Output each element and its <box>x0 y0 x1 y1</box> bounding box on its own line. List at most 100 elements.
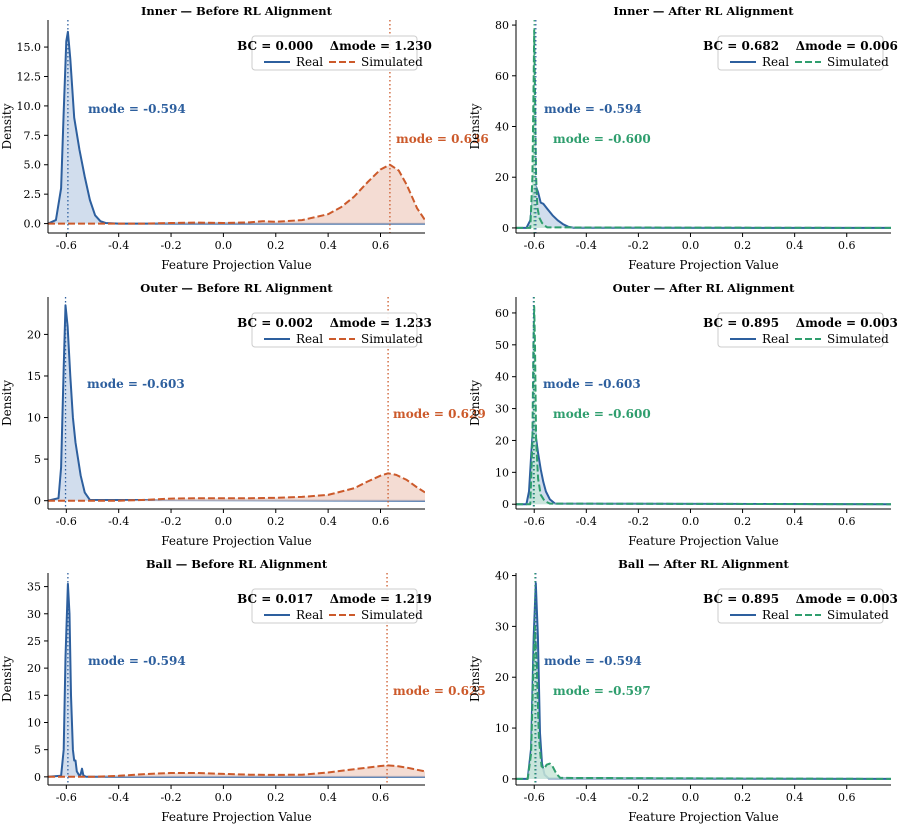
x-tick-label: 0.6 <box>372 791 390 804</box>
x-tick-label: -0.6 <box>56 515 77 528</box>
legend-simulated-label: Simulated <box>361 332 423 346</box>
x-tick-label: 0.4 <box>786 791 804 804</box>
legend: BC = 0.682 Δmode = 0.006 Real Simulated <box>703 35 898 71</box>
legend: BC = 0.002 Δmode = 1.233 Real Simulated <box>237 312 432 348</box>
simulated-mode-label: mode = 0.625 <box>393 684 486 698</box>
simulated-density-line <box>48 163 425 225</box>
real-density-line <box>48 582 425 778</box>
x-tick-label: 0.2 <box>734 791 752 804</box>
real-density-fill <box>516 186 891 228</box>
y-tick-label: 10.0 <box>17 100 42 113</box>
legend-stats: BC = 0.895 Δmode = 0.003 <box>703 592 898 606</box>
x-tick-label: 0.4 <box>319 791 337 804</box>
legend: BC = 0.895 Δmode = 0.003 Real Simulated <box>703 588 898 624</box>
x-tick-label: -0.6 <box>56 791 77 804</box>
simulated-mode-label: mode = -0.600 <box>553 407 651 421</box>
panel-title: Ball — Before RL Alignment <box>146 557 328 571</box>
legend-box <box>717 588 884 624</box>
legend-box <box>717 312 884 348</box>
y-tick-label: 80 <box>495 19 509 32</box>
x-tick-label: 0.4 <box>786 515 804 528</box>
y-tick-label: 30 <box>27 608 41 621</box>
simulated-density-fill <box>516 626 891 779</box>
x-tick-label: 0.4 <box>786 239 804 252</box>
y-tick-label: 15 <box>27 370 41 383</box>
x-tick-label: -0.6 <box>56 239 77 252</box>
x-axis-label: Feature Projection Value <box>161 534 312 548</box>
y-axis-label: Density <box>468 103 482 149</box>
x-axis-label: Feature Projection Value <box>628 258 779 272</box>
panel-title: Inner — Before RL Alignment <box>141 4 333 18</box>
x-axis-label: Feature Projection Value <box>161 810 312 824</box>
x-tick-label: -0.4 <box>576 239 597 252</box>
y-tick-label: 5 <box>34 744 41 757</box>
x-tick-label: 0.0 <box>682 239 700 252</box>
real-mode-label: mode = -0.594 <box>88 654 186 668</box>
real-mode-label: mode = -0.594 <box>88 102 186 116</box>
y-tick-label: 20 <box>27 662 41 675</box>
y-axis-label: Density <box>0 656 14 702</box>
y-tick-label: 30 <box>495 403 509 416</box>
legend-real-label: Real <box>762 608 789 622</box>
y-axis-label: Density <box>468 380 482 426</box>
x-tick-label: 0.0 <box>215 515 233 528</box>
legend-box <box>717 35 884 71</box>
x-tick-label: -0.2 <box>628 239 649 252</box>
x-tick-label: -0.4 <box>108 239 129 252</box>
panel-3: 0 10 20 30 40 50 60 -0.6 -0.4 -0.2 0.0 0.2 0.4 0.6 Out… <box>468 281 898 548</box>
legend-stats: BC = 0.017 Δmode = 1.219 <box>237 592 432 606</box>
y-tick-label: 30 <box>495 620 509 633</box>
y-axis-label: Density <box>0 103 14 149</box>
legend-box <box>251 35 418 71</box>
x-tick-label: 0.4 <box>319 239 337 252</box>
x-tick-label: 0.6 <box>838 239 856 252</box>
x-tick-label: -0.4 <box>576 791 597 804</box>
x-axis-label: Feature Projection Value <box>161 258 312 272</box>
y-tick-label: 20 <box>495 171 509 184</box>
x-tick-label: 0.0 <box>215 239 233 252</box>
plot-area <box>516 573 891 785</box>
y-tick-label: 35 <box>27 581 41 594</box>
y-tick-label: 50 <box>495 339 509 352</box>
x-tick-label: 0.2 <box>267 791 285 804</box>
x-axis-label: Feature Projection Value <box>628 534 779 548</box>
plot-area <box>48 20 425 233</box>
simulated-density-fill <box>48 765 425 777</box>
x-tick-label: 0.0 <box>682 791 700 804</box>
x-tick-label: 0.4 <box>319 515 337 528</box>
x-tick-label: 0.2 <box>734 515 752 528</box>
x-axis-label: Feature Projection Value <box>628 810 779 824</box>
real-density-fill <box>48 31 425 224</box>
y-tick-label: 0 <box>502 222 509 235</box>
legend-box <box>251 588 418 624</box>
x-tick-label: -0.2 <box>628 791 649 804</box>
legend-box <box>251 312 418 348</box>
y-tick-label: 60 <box>495 307 509 320</box>
y-tick-label: 20 <box>27 328 41 341</box>
y-tick-label: 2.5 <box>24 188 42 201</box>
legend: BC = 0.017 Δmode = 1.219 Real Simulated <box>237 588 432 624</box>
x-tick-label: 0.0 <box>215 791 233 804</box>
y-tick-label: 25 <box>27 635 41 648</box>
plot-area <box>516 20 891 233</box>
y-tick-label: 5 <box>34 453 41 466</box>
legend-real-label: Real <box>296 55 323 69</box>
y-tick-label: 20 <box>495 671 509 684</box>
y-tick-label: 5.0 <box>24 159 42 172</box>
legend-real-label: Real <box>762 55 789 69</box>
legend: BC = 0.895 Δmode = 0.003 Real Simulated <box>703 312 898 348</box>
x-tick-label: -0.2 <box>628 515 649 528</box>
legend-simulated-label: Simulated <box>361 608 423 622</box>
y-axis-label: Density <box>468 656 482 702</box>
y-tick-label: 15 <box>27 689 41 702</box>
real-mode-label: mode = -0.603 <box>87 377 185 391</box>
panel-title: Inner — After RL Alignment <box>613 4 794 18</box>
x-tick-label: 0.6 <box>838 515 856 528</box>
x-tick-label: -0.2 <box>160 239 181 252</box>
simulated-density-line <box>48 472 425 502</box>
panel-title: Ball — After RL Alignment <box>618 557 789 571</box>
real-density-line <box>48 30 425 225</box>
legend: BC = 0.000 Δmode = 1.230 Real Simulated <box>237 35 432 71</box>
x-tick-label: 0.6 <box>372 515 390 528</box>
